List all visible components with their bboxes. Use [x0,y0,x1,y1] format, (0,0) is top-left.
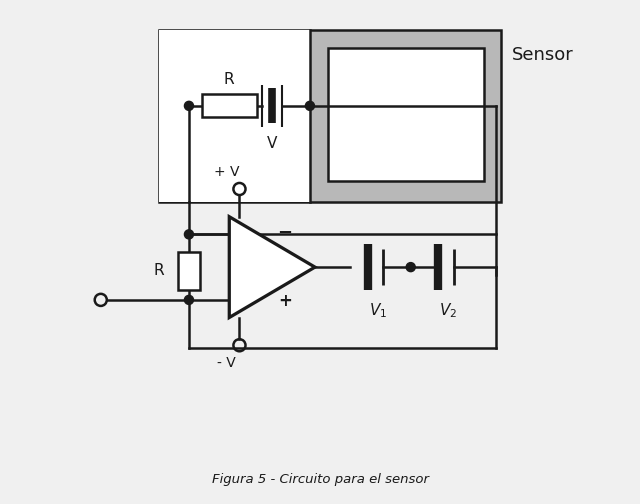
Circle shape [184,101,193,110]
Circle shape [184,295,193,304]
Polygon shape [229,217,315,318]
Text: −: − [277,224,292,242]
Circle shape [184,230,193,239]
Text: $V_1$: $V_1$ [369,301,387,320]
Text: Figura 5 - Circuito para el sensor: Figura 5 - Circuito para el sensor [211,473,429,486]
Text: Sensor: Sensor [511,46,573,65]
Circle shape [406,263,415,272]
Bar [202,94,257,117]
Text: R: R [224,72,235,87]
Text: R: R [153,264,164,278]
Text: $V_2$: $V_2$ [440,301,458,320]
Text: V: V [267,136,277,151]
Circle shape [305,101,314,110]
Text: +: + [278,292,292,310]
Bar [159,30,310,202]
Text: + V: + V [214,165,239,179]
Bar [328,48,484,181]
Bar [178,252,200,290]
Text: - V: - V [218,356,236,370]
Bar [159,30,502,202]
